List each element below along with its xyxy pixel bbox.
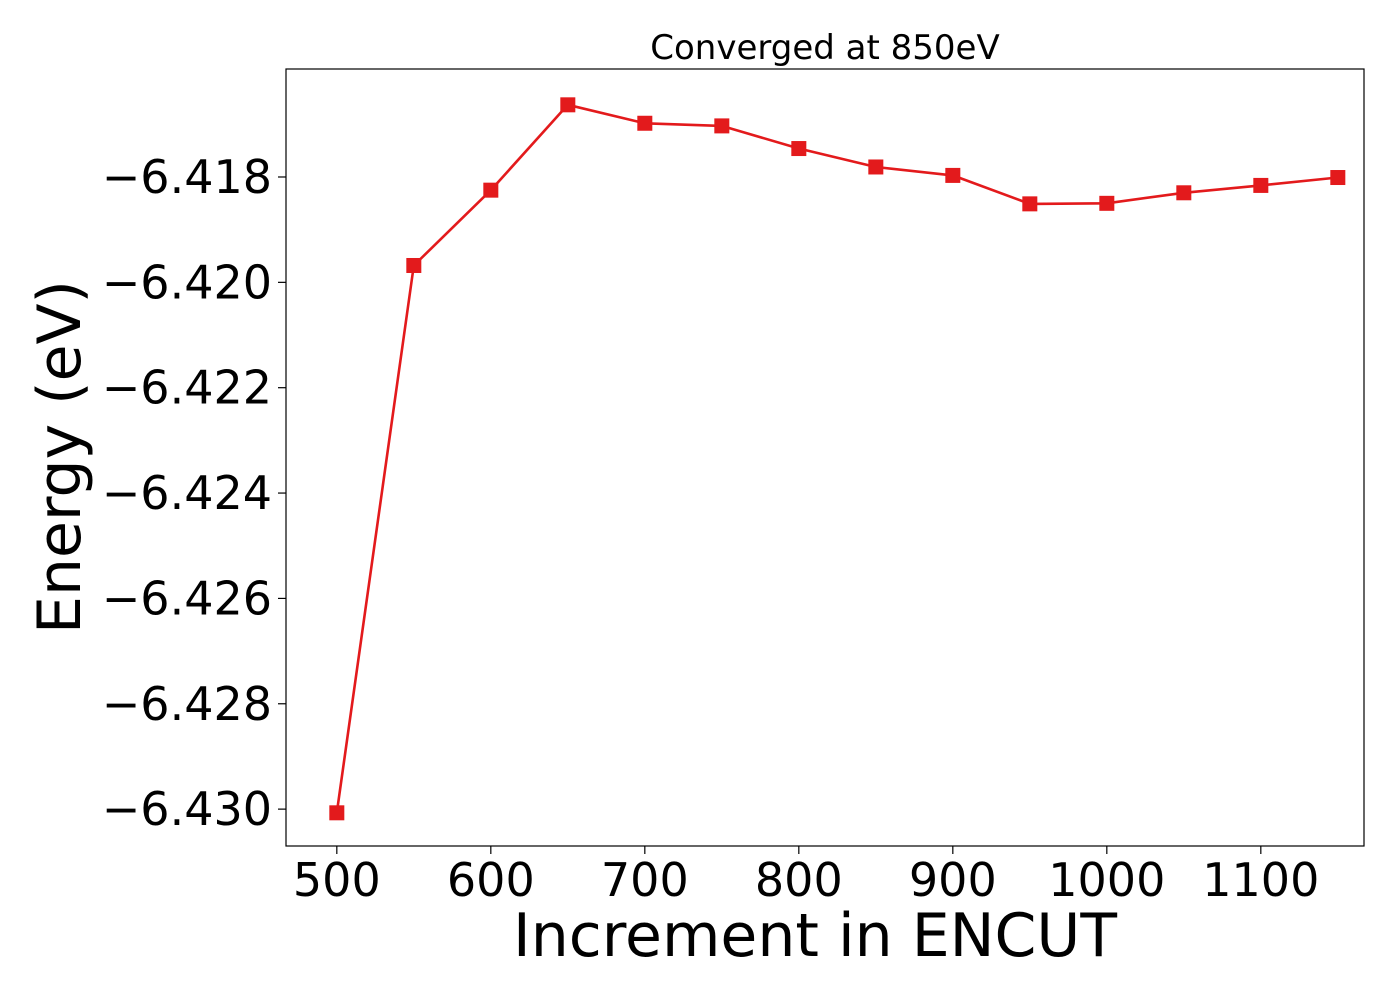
data-point-marker [1176,185,1192,201]
data-point-marker [714,118,730,134]
data-point-marker [329,805,345,821]
y-tick-label: −6.418 [102,150,272,204]
x-tick-label: 700 [601,853,689,907]
y-tick-label: −6.420 [102,255,272,309]
data-point-marker [945,167,961,183]
data-point-marker [791,141,807,157]
data-point-marker [1253,177,1269,193]
data-point-marker [1099,195,1115,211]
plot-area: −6.418 −6.420 −6.422 −6.424 −6.426 −6.428 −6.4… [102,68,1365,907]
chart-title: Converged at 850eV [650,28,999,68]
y-axis-label: Energy (eV) [25,280,95,634]
series-line [335,103,1338,813]
x-tick-label: 1000 [1048,853,1165,907]
data-point-marker [868,159,884,175]
y-tick-label: −6.422 [102,361,272,415]
x-tick-label: 900 [909,853,997,907]
data-point-marker [560,97,576,113]
y-tick-label: −6.424 [102,466,272,520]
data-point-marker [1330,170,1346,186]
data-point-marker [406,257,422,273]
data-point-marker [1022,196,1038,212]
y-tick-label: −6.428 [102,677,272,731]
data-point-marker [637,115,653,131]
x-tick-label: 600 [447,853,535,907]
plot-frame [285,68,1365,847]
data-point-marker [483,182,499,198]
y-tick-label: −6.430 [102,782,272,836]
y-tick-label: −6.426 [102,571,272,625]
x-tick-label: 1100 [1202,853,1319,907]
x-axis-label: Increment in ENCUT [513,901,1117,971]
x-tick-label: 800 [755,853,843,907]
x-tick-label: 500 [293,853,381,907]
